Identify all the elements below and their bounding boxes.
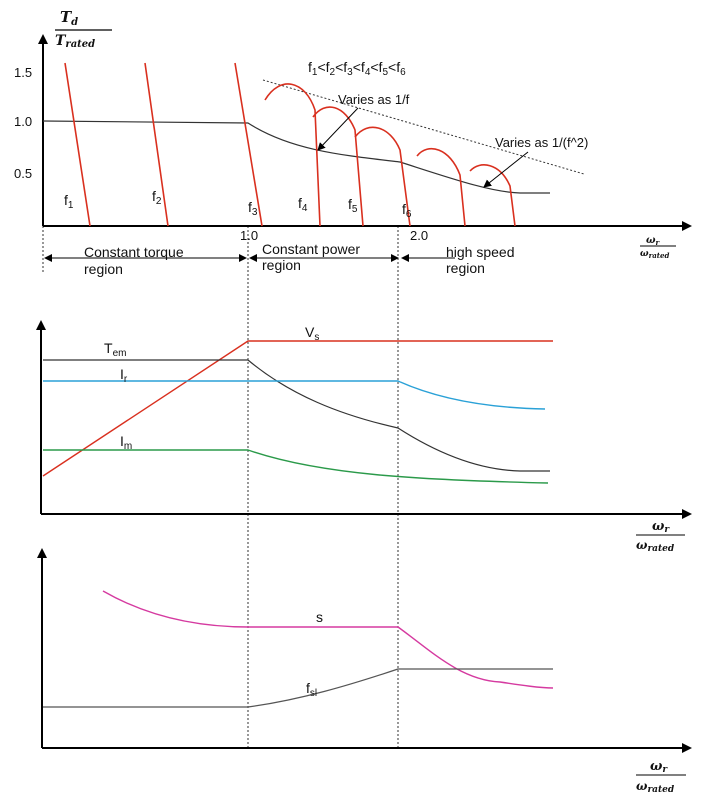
y-tick-1-5: 1.5 <box>14 65 32 80</box>
x-label-middle-denominator: ωrated <box>636 538 675 554</box>
panel-slip: s fsl ωr ωrated <box>37 548 692 795</box>
region-constant-torque-line2: region <box>84 261 123 277</box>
freq-label-f1: f1 <box>64 192 74 211</box>
curve-vs <box>42 340 553 477</box>
region-high-speed-line1: high speed <box>446 244 515 260</box>
x-label-bottom-numerator: ωr <box>650 759 668 775</box>
freq-label-f4: f4 <box>298 195 308 214</box>
panel-voltage-current: Vs Tem Ir Im ωr ωrated <box>36 320 692 554</box>
freq-label-f3: f3 <box>248 199 258 218</box>
x-tick-2-0: 2.0 <box>410 228 428 243</box>
annotation-arrow-1-f2 <box>483 151 529 188</box>
x-label-bottom-denominator: ωrated <box>636 779 675 795</box>
label-vs: Vs <box>305 324 319 343</box>
x-axis-label-middle: ωr ωrated <box>636 519 685 554</box>
max-torque-envelope-curve <box>42 120 550 194</box>
region-constant-power-line1: Constant power <box>262 241 360 257</box>
panel-torque-speed: Td Trated 1.5 1.0 0.5 1.0 2.0 ωr ωrated … <box>14 8 692 277</box>
x-label-numerator: ωr <box>646 235 661 247</box>
x-axis-label-top: ωr ωrated <box>640 235 676 260</box>
label-s: s <box>316 609 323 625</box>
freq-label-f2: f2 <box>152 188 162 207</box>
annotation-arrow-1-f <box>317 107 359 151</box>
torque-curve-f7 <box>416 147 466 227</box>
torque-curve-f5 <box>312 106 364 227</box>
y-label-denominator: Trated <box>55 33 95 50</box>
torque-curve-f8 <box>469 164 516 227</box>
region-high-speed-line2: region <box>446 260 485 276</box>
curve-tem <box>43 359 550 472</box>
annotation-varies-1-f: Varies as 1/f <box>338 92 410 107</box>
torque-curve-f4 <box>264 83 321 227</box>
y-tick-0-5: 0.5 <box>14 166 32 181</box>
x-label-middle-numerator: ωr <box>652 519 670 535</box>
label-im: Im <box>120 433 132 452</box>
x-label-denominator: ωrated <box>640 249 669 260</box>
curve-s <box>102 590 554 689</box>
y-tick-1-0: 1.0 <box>14 114 32 129</box>
frequency-order-text: f1<f2<f3<f4<f5<f6 <box>308 59 406 78</box>
torque-curve-f6 <box>354 126 411 227</box>
x-tick-1-0: 1.0 <box>240 228 258 243</box>
curve-fsl <box>43 668 553 708</box>
torque-curve-f1 <box>64 62 91 227</box>
torque-curve-f3 <box>234 62 263 227</box>
freq-label-f5: f5 <box>348 196 358 215</box>
freq-label-f6: f6 <box>402 201 412 220</box>
peak-envelope-dotted-line <box>262 79 585 175</box>
y-label-numerator: Td <box>60 8 78 28</box>
x-axis-label-bottom: ωr ωrated <box>636 759 686 795</box>
label-fsl: fsl <box>306 680 317 699</box>
annotation-varies-1-f2: Varies as 1/(f^2) <box>495 135 588 150</box>
region-constant-torque-line1: Constant torque <box>84 244 184 260</box>
torque-curve-f2 <box>144 62 169 227</box>
y-axis-label: Td Trated <box>55 8 112 50</box>
label-ir: Ir <box>120 366 128 385</box>
region-constant-power-line2: region <box>262 257 301 273</box>
label-tem: Tem <box>104 340 126 359</box>
curve-im <box>43 449 549 484</box>
curve-ir <box>43 380 546 410</box>
